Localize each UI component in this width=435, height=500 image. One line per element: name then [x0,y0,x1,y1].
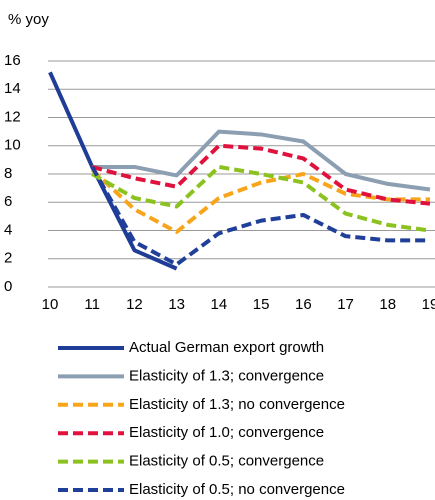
x-tick-label: 18 [379,296,396,313]
legend-label: Elasticity of 1.0; convergence [129,424,324,441]
x-tick-label: 15 [253,296,270,313]
x-tick-label: 10 [42,296,59,313]
y-tick-label: 12 [4,108,21,125]
x-tick-label: 14 [211,296,228,313]
y-axis-label: % yoy [8,11,49,28]
series-line [90,168,430,234]
series-line [91,143,431,206]
y-tick-label: 14 [4,80,21,97]
y-tick-label: 16 [4,52,21,69]
x-tick-label: 19 [422,296,435,313]
x-tick-label: 17 [337,296,354,313]
series-line [48,71,178,271]
x-tick-label: 16 [295,296,312,313]
y-tick-label: 2 [4,250,12,267]
x-tick-label: 12 [126,296,143,313]
legend-label: Elasticity of 0.5; no convergence [129,481,345,498]
y-tick-label: 10 [4,137,21,154]
y-tick-label: 6 [4,193,12,210]
y-tick-label: 4 [4,221,12,238]
y-tick-label: 0 [4,278,12,295]
series-line [91,164,431,233]
legend-label: Elasticity of 1.3; convergence [129,367,324,384]
legend-label: Elasticity of 0.5; convergence [129,453,324,470]
x-tick-label: 13 [168,296,185,313]
series-line [92,129,431,192]
legend-label: Actual German export growth [129,339,324,356]
legend-label: Elasticity of 1.3; no convergence [129,396,345,413]
y-tick-label: 8 [4,165,12,182]
series-line [90,165,430,267]
x-tick-label: 11 [84,296,100,313]
